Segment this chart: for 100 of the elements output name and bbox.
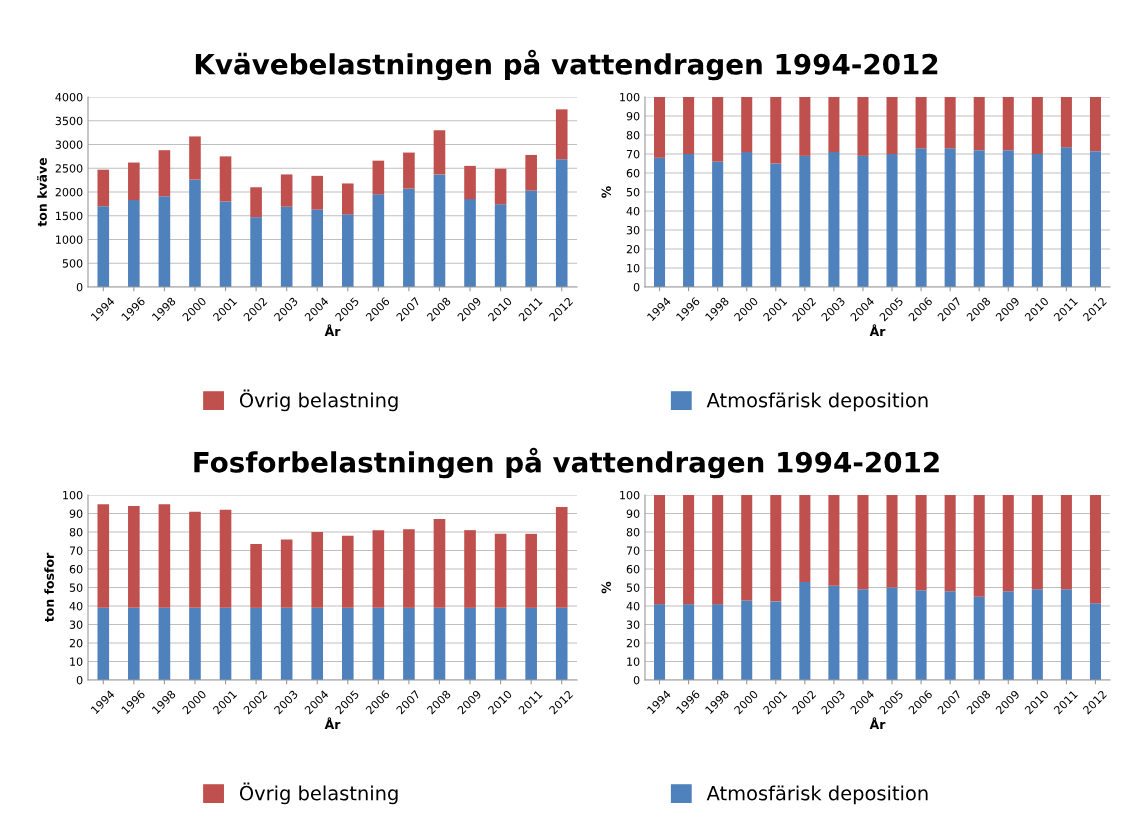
bar [250, 187, 262, 218]
bar [712, 495, 724, 605]
y-tick-label: 10 [70, 657, 83, 666]
y-tick-label: 3000 [55, 140, 83, 149]
bar [97, 206, 110, 287]
bar [770, 495, 782, 602]
bar [683, 154, 695, 287]
y-tick-label: 80 [626, 527, 640, 537]
bar [311, 209, 324, 287]
legend-label: Atmosfärisk deposition [706, 785, 928, 805]
y-tick-label: 60 [626, 564, 640, 574]
y-tick-label: 40 [626, 601, 640, 611]
bar [128, 200, 140, 287]
bar [828, 152, 840, 287]
bar [403, 152, 415, 189]
bar [886, 587, 898, 680]
y-tick-label: 40 [69, 601, 83, 611]
bar [654, 157, 666, 287]
bar [464, 607, 476, 680]
y-tick-label: 60 [626, 168, 640, 178]
bar [525, 607, 537, 680]
y-tick-label: 90 [626, 111, 640, 121]
bar [886, 495, 898, 588]
bar [311, 607, 324, 680]
bar [712, 161, 724, 287]
bar [828, 97, 840, 153]
bar [97, 504, 110, 608]
bar [741, 152, 753, 287]
bar [280, 174, 293, 207]
y-tick-label: 70 [626, 546, 640, 555]
bar [1031, 589, 1043, 680]
y-tick-label: 20 [626, 638, 640, 648]
y-tick-label: 30 [69, 620, 83, 629]
bar [1031, 495, 1043, 590]
bar [250, 217, 262, 287]
y-tick-label: 4000 [55, 92, 83, 102]
bar [1031, 154, 1043, 287]
bar [712, 97, 724, 162]
bar [857, 155, 869, 287]
y-axis-title: ton kväve [37, 157, 47, 227]
y-tick-label: 20 [69, 638, 83, 648]
bar [189, 179, 201, 287]
bar [128, 607, 140, 680]
bar [464, 165, 476, 200]
bar [973, 495, 985, 597]
bar [915, 495, 927, 591]
bar [525, 533, 537, 608]
bar [1002, 97, 1014, 151]
bar [494, 607, 507, 680]
bar [799, 155, 811, 287]
bar [915, 148, 927, 287]
bar [741, 600, 753, 680]
y-tick-label: 0 [633, 282, 640, 292]
y-tick-label: 80 [626, 130, 640, 140]
bar [341, 214, 354, 287]
bar [1002, 495, 1014, 592]
bar [886, 154, 898, 287]
bar [1060, 97, 1072, 148]
bar [189, 511, 201, 608]
bar [654, 97, 666, 158]
y-tick-label: 50 [626, 187, 640, 197]
bar [128, 162, 140, 201]
y-tick-label: 90 [69, 509, 83, 518]
bar [712, 604, 724, 680]
bar [741, 97, 753, 153]
bar [525, 190, 537, 287]
bar [1060, 495, 1072, 590]
bar [770, 601, 782, 680]
bar [1089, 97, 1101, 152]
bar [189, 136, 201, 180]
bar [799, 495, 811, 582]
bar [311, 175, 324, 210]
bar [799, 97, 811, 156]
bar [158, 504, 171, 608]
bar [525, 154, 537, 191]
bar [280, 539, 293, 608]
bar [433, 607, 446, 680]
y-tick-label: 2000 [55, 187, 83, 197]
bar [97, 169, 110, 207]
y-tick-label: 1500 [56, 211, 83, 221]
legend-label: Övrig belastning [239, 782, 398, 805]
y-axis-title: ton fosfor [44, 552, 54, 623]
y-tick-label: 100 [620, 92, 640, 102]
bar [464, 199, 476, 287]
bar [944, 97, 956, 149]
bar [1002, 591, 1014, 680]
y-tick-label: 50 [69, 583, 83, 592]
bar [1089, 151, 1101, 287]
chart-title: Fosforbelastningen på vattendragen 1994-2012 [194, 447, 939, 479]
y-tick-label: 70 [69, 546, 83, 555]
bar [944, 148, 956, 287]
bar [683, 97, 695, 154]
bar [494, 168, 507, 205]
bar [341, 535, 354, 608]
bar [1031, 97, 1043, 154]
chart-title: Kvävebelastningen på vattendragen 1994-2012 [195, 49, 938, 81]
y-tick-label: 30 [626, 620, 640, 629]
bar [944, 591, 956, 680]
y-tick-label: 1000 [56, 235, 83, 244]
bar [433, 130, 446, 175]
